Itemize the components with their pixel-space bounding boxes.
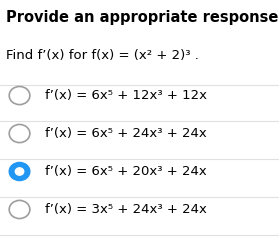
Text: f’(x) = 6x⁵ + 20x³ + 24x: f’(x) = 6x⁵ + 20x³ + 24x xyxy=(45,165,206,178)
Text: f’(x) = 6x⁵ + 24x³ + 24x: f’(x) = 6x⁵ + 24x³ + 24x xyxy=(45,127,206,140)
Text: Find f’(x) for f(x) = (x² + 2)³ .: Find f’(x) for f(x) = (x² + 2)³ . xyxy=(6,49,198,62)
Text: f’(x) = 3x⁵ + 24x³ + 24x: f’(x) = 3x⁵ + 24x³ + 24x xyxy=(45,203,206,216)
Text: Provide an appropriate response.: Provide an appropriate response. xyxy=(6,10,279,25)
Circle shape xyxy=(9,162,30,181)
Text: f’(x) = 6x⁵ + 12x³ + 12x: f’(x) = 6x⁵ + 12x³ + 12x xyxy=(45,89,207,102)
Circle shape xyxy=(15,168,24,175)
